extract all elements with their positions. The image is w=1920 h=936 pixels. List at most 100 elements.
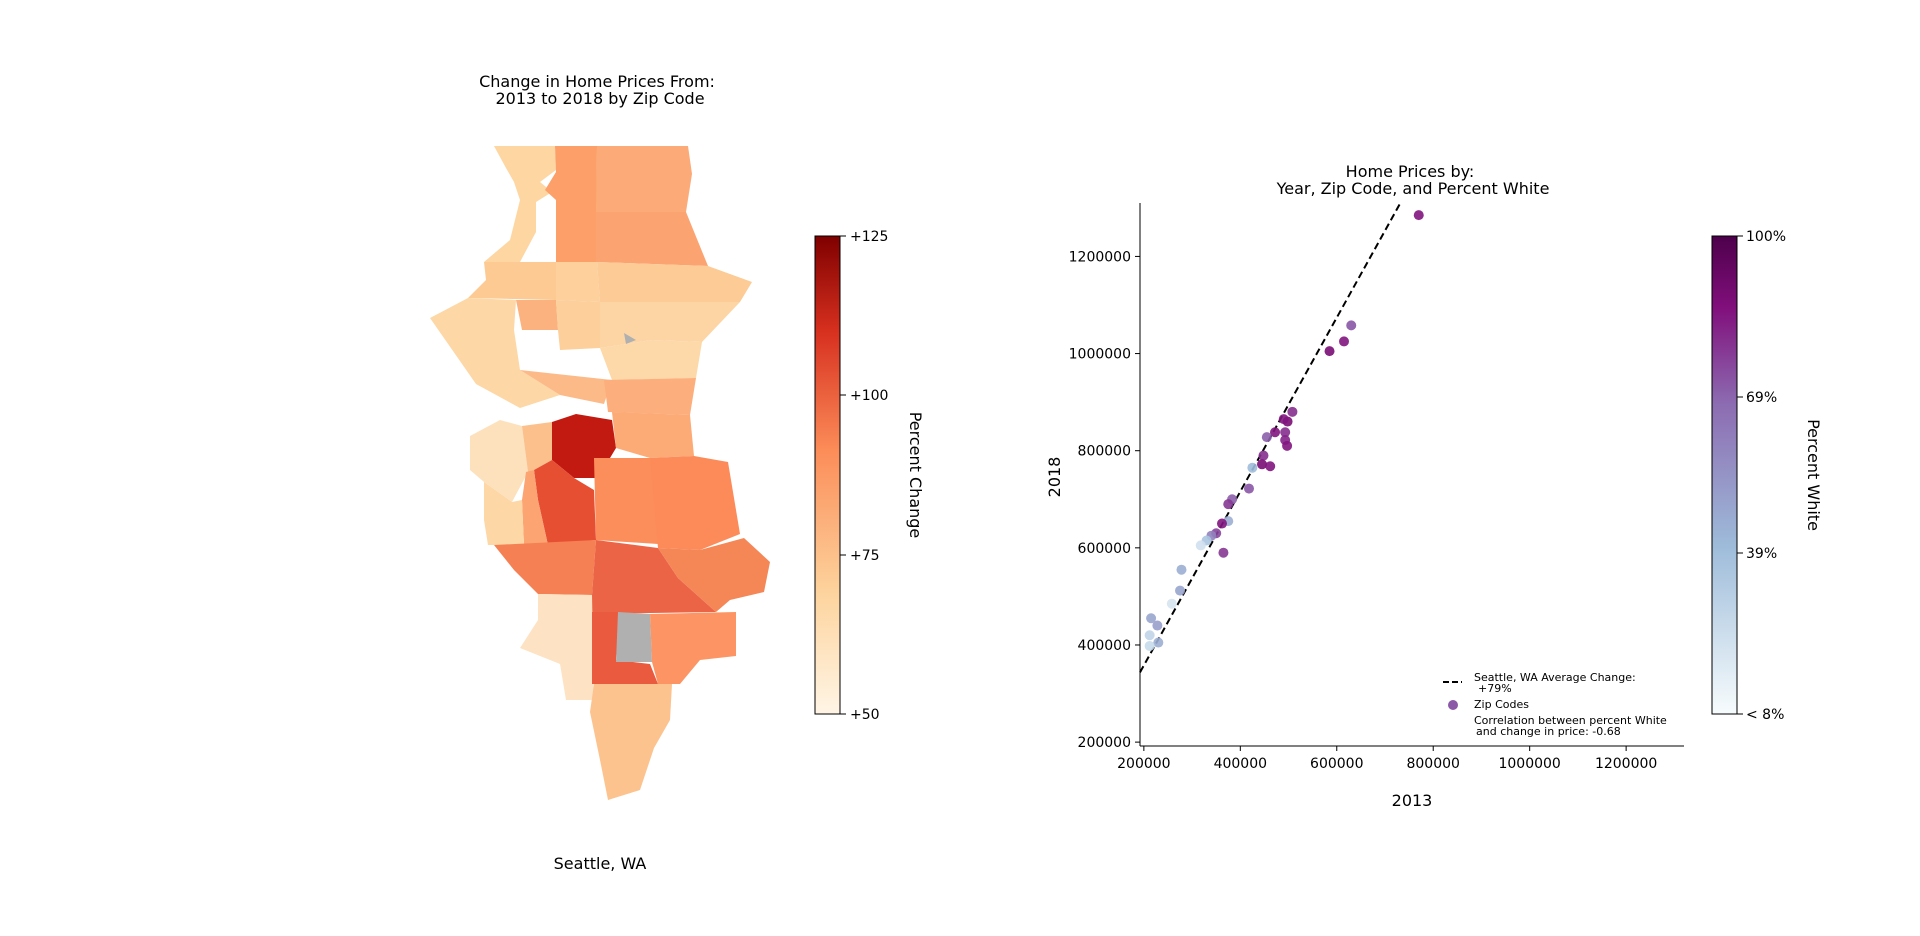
- zip-region: [594, 458, 660, 544]
- y-tick-label: 400000: [1078, 638, 1131, 654]
- zip-region: [596, 146, 692, 212]
- x-tick-label: 1200000: [1595, 756, 1657, 772]
- zip-code-map: [430, 146, 770, 800]
- zip-region: [650, 612, 736, 684]
- x-ticks: 200000 400000 600000 800000 1000000 1200000: [1117, 746, 1657, 772]
- zip-region: [597, 262, 752, 302]
- x-tick-label: 1000000: [1498, 756, 1560, 772]
- scatter-point: [1218, 547, 1229, 558]
- zip-region: [484, 146, 556, 262]
- map-colorbar-label: Percent Change: [906, 412, 925, 539]
- scatter-colorbar-gradient: [1711, 235, 1738, 715]
- scatter-colorbar-tick: < 8%: [1746, 707, 1784, 723]
- scatter-point: [1258, 450, 1269, 461]
- scatter-title-line1: Home Prices by:: [1346, 162, 1475, 181]
- zip-region: [592, 612, 658, 684]
- zip-region: [522, 470, 548, 545]
- scatter-colorbar-tick: 100%: [1746, 229, 1786, 245]
- scatter-colorbar-tick: 39%: [1746, 546, 1777, 562]
- x-tick-label: 800000: [1406, 756, 1459, 772]
- legend-note-line2: and change in price: -0.68: [1476, 725, 1621, 738]
- scatter-colorbar: 100% 69% 39% < 8% Percent White: [1711, 229, 1823, 723]
- y-tick-label: 1000000: [1069, 347, 1131, 363]
- zip-region: [658, 538, 770, 612]
- scatter-points: [1144, 210, 1424, 651]
- scatter-point: [1261, 432, 1272, 443]
- legend-note-line1: Correlation between percent White: [1474, 714, 1667, 727]
- scatter-point: [1265, 461, 1276, 472]
- legend-line-label-2: +79%: [1478, 682, 1512, 695]
- map-colorbar: +125 +100 +75 +50 Percent Change: [814, 229, 925, 723]
- map-colorbar-tick: +125: [850, 229, 888, 245]
- y-ticks: 200000 400000 600000 800000 1000000 1200000: [1069, 249, 1140, 751]
- map-colorbar-tick: +100: [850, 388, 888, 404]
- zip-region: [494, 540, 596, 595]
- scatter-point: [1280, 427, 1291, 438]
- scatter-xlabel: 2013: [1392, 791, 1433, 810]
- map-colorbar-tick: +50: [850, 707, 880, 723]
- zip-region: [600, 340, 702, 380]
- legend-points-label: Zip Codes: [1474, 698, 1529, 711]
- scatter-point: [1144, 640, 1155, 651]
- map-colorbar-gradient: [814, 235, 841, 715]
- scatter-point: [1339, 336, 1349, 347]
- scatter-point: [1195, 540, 1206, 551]
- scatter-point: [1176, 564, 1187, 575]
- scatter-point: [1278, 414, 1289, 425]
- zip-region: [516, 300, 558, 330]
- y-tick-label: 600000: [1078, 541, 1131, 557]
- scatter-point: [1216, 518, 1227, 529]
- zip-region: [616, 612, 652, 662]
- zip-region: [484, 482, 524, 545]
- scatter-point: [1243, 483, 1254, 494]
- zip-region: [468, 262, 556, 300]
- x-tick-label: 400000: [1214, 756, 1267, 772]
- scatter-axes: [1139, 203, 1684, 747]
- zip-region: [520, 594, 594, 700]
- scatter-point: [1223, 499, 1234, 510]
- scatter-point: [1153, 637, 1164, 648]
- zip-region: [545, 146, 597, 262]
- zip-region: [534, 460, 596, 545]
- zip-region: [522, 422, 552, 472]
- scatter-point: [1257, 459, 1268, 470]
- zip-region: [556, 262, 600, 302]
- zip-region: [596, 212, 708, 266]
- scatter-panel: Home Prices by: Year, Zip Code, and Perc…: [1045, 162, 1823, 810]
- scatter-point: [1413, 210, 1424, 221]
- legend-line-label-1: Seattle, WA Average Change:: [1474, 671, 1636, 684]
- scatter-point: [1247, 462, 1258, 473]
- zip-region: [600, 302, 740, 348]
- map-title-line2: 2013 to 2018 by Zip Code: [495, 89, 704, 108]
- zip-region: [592, 540, 716, 614]
- scatter-point: [1346, 320, 1357, 331]
- zip-region: [470, 420, 528, 502]
- scatter-point: [1146, 613, 1157, 624]
- x-tick-label: 600000: [1310, 756, 1363, 772]
- zip-region: [556, 300, 600, 350]
- scatter-title-line2: Year, Zip Code, and Percent White: [1276, 179, 1550, 198]
- y-tick-label: 200000: [1078, 735, 1131, 751]
- map-colorbar-tick: +75: [850, 548, 880, 564]
- scatter-ylabel: 2018: [1045, 457, 1064, 498]
- zip-region: [612, 412, 694, 458]
- x-tick-label: 200000: [1117, 756, 1170, 772]
- scatter-point: [1282, 440, 1293, 451]
- zip-region: [590, 684, 672, 800]
- map-panel: Change in Home Prices From: 2013 to 2018…: [430, 72, 925, 873]
- scatter-legend: Seattle, WA Average Change: +79% Zip Cod…: [1443, 671, 1667, 738]
- scatter-point: [1152, 620, 1163, 631]
- scatter-colorbar-tick: 69%: [1746, 390, 1777, 406]
- scatter-point: [1324, 346, 1335, 357]
- zip-region: [520, 370, 612, 404]
- y-tick-label: 1200000: [1069, 249, 1131, 265]
- map-xlabel: Seattle, WA: [554, 854, 647, 873]
- legend-point-sample: [1448, 700, 1458, 710]
- scatter-point: [1144, 630, 1155, 641]
- zip-region: [430, 298, 560, 408]
- scatter-point: [1270, 427, 1281, 438]
- scatter-point: [1175, 585, 1186, 596]
- zip-region: [624, 333, 636, 344]
- map-title-line1: Change in Home Prices From:: [479, 72, 715, 91]
